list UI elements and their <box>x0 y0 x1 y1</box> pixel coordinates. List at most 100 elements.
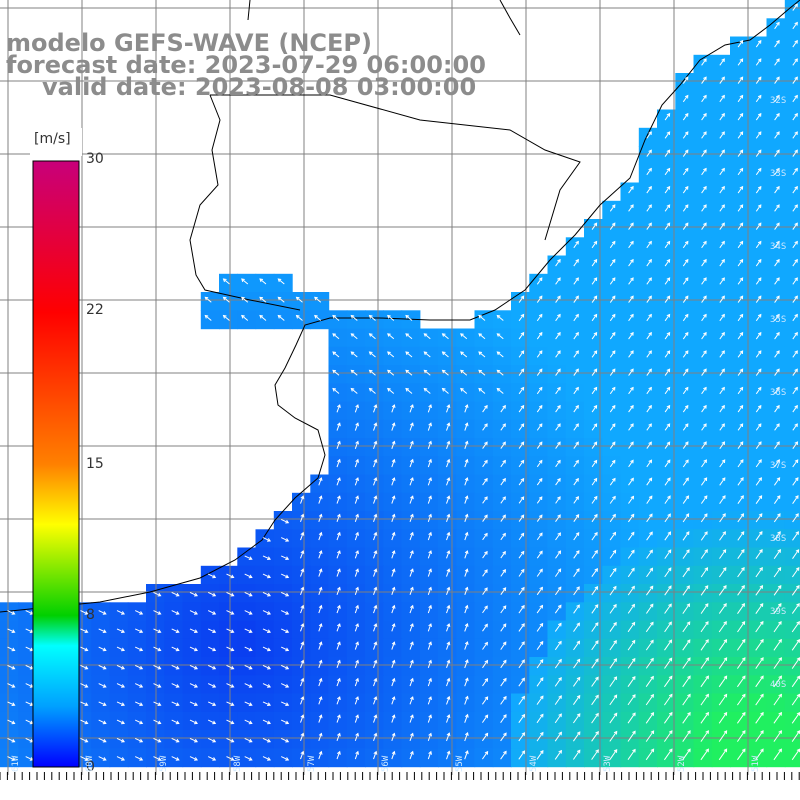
wind-arrow <box>663 675 673 688</box>
wind-arrow <box>664 295 671 303</box>
wind-arrow <box>682 495 690 504</box>
wind-arrow <box>755 167 762 176</box>
wind-cell <box>602 237 622 257</box>
wind-arrow <box>737 295 744 303</box>
wind-arrow <box>391 604 396 614</box>
wind-arrow <box>701 313 707 322</box>
wind-cell <box>784 748 800 768</box>
wind-arrow <box>718 602 727 614</box>
wind-arrow <box>737 58 744 66</box>
wind-arrow <box>609 676 618 687</box>
wind-arrow <box>262 573 271 579</box>
wind-cell <box>784 91 800 111</box>
wind-arrow <box>719 58 725 66</box>
wind-arrow <box>591 404 598 413</box>
wind-cell <box>638 602 658 622</box>
wind-arrow <box>391 440 396 449</box>
wind-arrow <box>573 258 579 267</box>
wind-arrow <box>262 756 271 761</box>
wind-arrow <box>464 458 469 468</box>
colorbar-tick-15: 15 <box>86 456 104 472</box>
wind-arrow <box>792 204 798 212</box>
wind-arrow <box>718 621 727 633</box>
wind-arrow <box>700 549 708 559</box>
wind-cell <box>529 346 549 366</box>
wind-arrow <box>409 550 414 559</box>
wind-arrow <box>207 610 217 615</box>
wind-cell <box>602 365 622 384</box>
wind-arrow <box>755 39 762 48</box>
wind-arrow <box>481 696 489 705</box>
wind-arrow <box>701 350 707 358</box>
wind-cell <box>638 547 658 567</box>
wind-arrow <box>300 604 305 614</box>
wind-arrow <box>500 605 507 614</box>
wind-arrow <box>500 641 507 650</box>
wind-cell <box>638 638 658 658</box>
wind-arrow <box>591 731 599 742</box>
wind-arrow <box>536 368 543 376</box>
wind-arrow <box>153 737 162 743</box>
wind-arrow <box>719 94 725 103</box>
wind-cell <box>675 638 695 658</box>
wind-cell <box>748 109 768 129</box>
wind-cell <box>784 36 800 56</box>
wind-arrow <box>536 695 544 705</box>
wind-arrow <box>171 610 180 615</box>
wind-arrow <box>719 149 725 157</box>
wind-arrow <box>226 628 235 633</box>
wind-arrow <box>628 295 634 303</box>
wind-arrow <box>701 222 707 230</box>
wind-cell <box>711 310 731 330</box>
wind-arrow <box>755 258 762 267</box>
wind-arrow <box>464 422 469 431</box>
wind-arrow <box>207 756 217 761</box>
wind-arrow <box>427 696 432 705</box>
wind-arrow <box>792 258 798 267</box>
wind-arrow <box>536 313 543 322</box>
wind-cell <box>602 529 622 549</box>
wind-arrow <box>518 695 525 705</box>
wind-arrow <box>554 640 562 651</box>
wind-arrow <box>792 423 798 431</box>
wind-cell <box>565 675 585 695</box>
wind-arrow <box>573 441 579 449</box>
lat-label: 35S <box>770 315 787 325</box>
wind-arrow <box>134 610 144 615</box>
wind-arrow <box>373 458 378 468</box>
wind-cell <box>711 529 731 549</box>
wind-cell <box>711 328 731 348</box>
wind-arrow <box>391 495 396 504</box>
wind-arrow <box>573 531 580 541</box>
wind-arrow <box>664 112 671 121</box>
wind-cell <box>638 711 658 731</box>
wind-arrow <box>554 749 562 760</box>
wind-arrow <box>755 441 762 449</box>
wind-arrow <box>591 277 598 285</box>
wind-arrow <box>536 423 543 431</box>
wind-arrow <box>737 513 745 523</box>
wind-arrow <box>496 333 504 340</box>
wind-arrow <box>536 459 543 468</box>
wind-arrow <box>350 369 358 376</box>
wind-cell <box>529 273 549 293</box>
wind-arrow <box>573 586 580 596</box>
wind-arrow <box>755 222 762 230</box>
wind-arrow <box>737 76 744 84</box>
wind-arrow <box>774 167 780 176</box>
wind-arrow <box>700 639 709 651</box>
wind-arrow <box>405 387 413 394</box>
wind-arrow <box>555 386 561 395</box>
wind-arrow <box>791 603 800 614</box>
valid-date: valid date: 2023-08-08 03:00:00 <box>42 73 477 101</box>
wind-arrow <box>609 513 616 523</box>
wind-arrow <box>682 748 691 761</box>
wind-arrow <box>336 604 341 614</box>
wind-arrow <box>262 537 271 542</box>
wind-arrow <box>446 641 451 650</box>
wind-arrow <box>226 591 235 597</box>
wind-cell <box>657 456 676 476</box>
wind-cell <box>711 273 731 293</box>
wind-arrow <box>591 622 599 632</box>
wind-arrow <box>719 204 725 212</box>
